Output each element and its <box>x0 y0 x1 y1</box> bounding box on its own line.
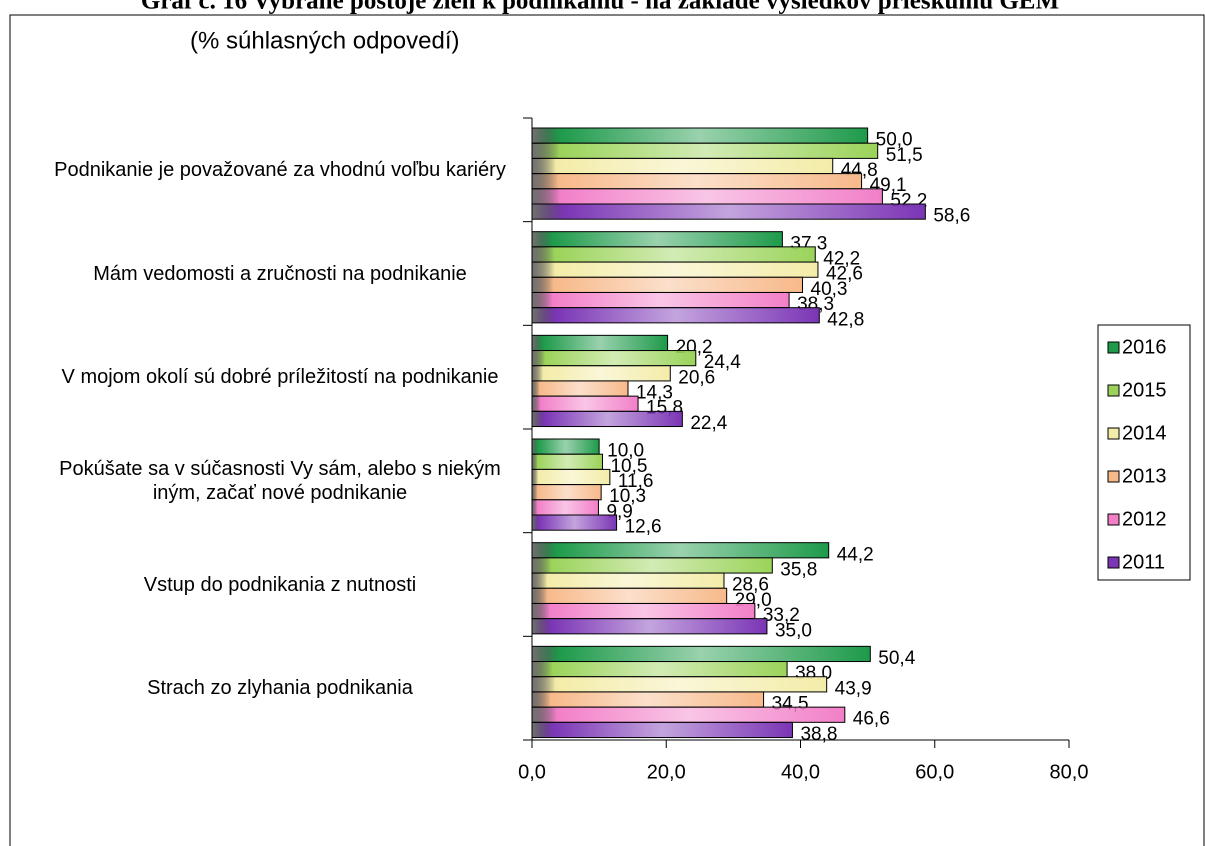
category-label: Pokúšate sa v súčasnosti Vy sám, alebo s… <box>59 457 501 504</box>
value-label: 50,4 <box>878 648 915 669</box>
bar <box>531 706 846 723</box>
bar <box>531 334 669 352</box>
value-label: 42,8 <box>827 309 864 330</box>
bar <box>531 499 599 516</box>
bar <box>531 261 819 278</box>
value-label: 10,5 <box>610 456 647 477</box>
bar <box>531 468 611 486</box>
bar <box>531 721 793 739</box>
bar <box>531 291 790 309</box>
chart-subtitle: (% súhlasných odpovedí) <box>190 27 459 54</box>
legend-swatch <box>1107 556 1120 569</box>
category-label: Mám vedomosti a zručnosti na podnikanie <box>93 262 467 285</box>
bar <box>531 188 883 205</box>
bar <box>531 127 869 144</box>
x-tick-label: 20,0 <box>647 761 686 783</box>
legend-box <box>1097 324 1191 581</box>
category-label: Podnikanie je považované za vhodnú voľbu… <box>54 158 506 181</box>
value-label: 42,2 <box>823 248 860 269</box>
value-label: 44,2 <box>837 544 874 565</box>
bar <box>531 173 863 190</box>
chart-frame <box>9 14 1205 846</box>
value-label: 38,8 <box>800 724 837 745</box>
value-label: 12,6 <box>625 517 662 538</box>
legend-swatch <box>1107 384 1120 397</box>
bar <box>531 661 788 678</box>
legend-label: 2015 <box>1122 379 1167 401</box>
bar <box>531 365 671 382</box>
bar <box>531 618 768 635</box>
value-label: 14,3 <box>636 383 673 404</box>
legend-label: 2011 <box>1122 551 1165 573</box>
value-label: 35,8 <box>780 559 817 580</box>
bar <box>531 380 629 397</box>
value-label: 10,0 <box>607 441 644 462</box>
bar <box>531 410 683 428</box>
bar <box>531 157 834 175</box>
x-tick-label: 40,0 <box>781 761 820 783</box>
bar <box>531 246 816 263</box>
legend-label: 2016 <box>1122 336 1167 358</box>
category-label: Strach zo zlyhania podnikania <box>147 677 413 700</box>
bar <box>531 602 756 620</box>
legend-label: 2013 <box>1122 465 1167 487</box>
category-label: V mojom okolí sú dobré príležitostí na p… <box>61 366 499 389</box>
value-label: 40,3 <box>811 279 848 300</box>
bar <box>531 307 820 324</box>
category-label: Vstup do podnikania z nutnosti <box>143 573 417 596</box>
bar <box>531 453 603 470</box>
bar <box>531 587 728 604</box>
value-label: 42,6 <box>826 264 863 285</box>
value-label: 10,3 <box>609 486 646 507</box>
value-label: 46,6 <box>853 709 890 730</box>
value-label: 33,2 <box>763 605 800 626</box>
bar <box>531 438 600 455</box>
bar <box>531 514 618 531</box>
value-label: 22,4 <box>690 413 727 434</box>
bar <box>531 276 804 293</box>
legend-swatch <box>1107 427 1120 440</box>
bar <box>531 645 871 663</box>
bar <box>531 395 639 412</box>
value-label: 28,6 <box>732 575 769 596</box>
value-label: 24,4 <box>704 352 741 373</box>
legend-swatch <box>1107 470 1120 483</box>
legend-label: 2014 <box>1122 422 1167 444</box>
bar <box>531 142 879 159</box>
bar <box>531 203 926 220</box>
value-label: 50,0 <box>876 130 913 151</box>
value-label: 35,0 <box>775 620 812 641</box>
bar <box>531 484 602 501</box>
value-label: 20,6 <box>678 367 715 388</box>
bar <box>531 542 830 559</box>
legend-label: 2012 <box>1122 508 1167 530</box>
x-tick-label: 0,0 <box>518 761 546 783</box>
bar <box>531 691 765 708</box>
bar <box>531 350 697 367</box>
legend-swatch <box>1107 513 1120 526</box>
value-label: 11,6 <box>618 471 654 492</box>
bar <box>531 557 773 574</box>
x-tick-label: 80,0 <box>1050 761 1089 783</box>
bar <box>531 572 725 589</box>
bar <box>531 676 828 693</box>
legend-swatch <box>1107 341 1120 354</box>
value-label: 58,6 <box>933 206 970 227</box>
x-tick-label: 60,0 <box>915 761 954 783</box>
value-label: 43,9 <box>835 678 872 699</box>
chart-title: Graf č. 16 Vybrané postoje žien k podnik… <box>141 0 1059 15</box>
value-label: 51,5 <box>886 145 923 166</box>
bar <box>531 231 783 248</box>
